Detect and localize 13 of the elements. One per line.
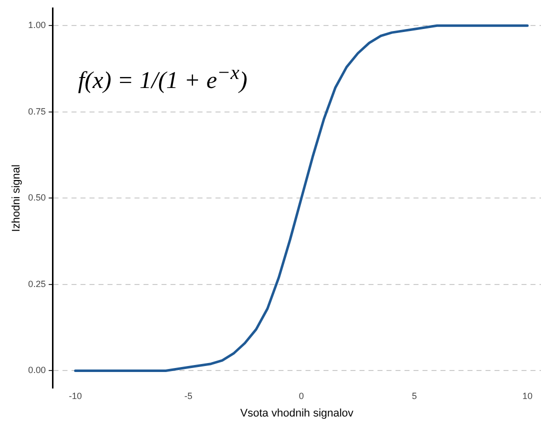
x-tick-label: 0 — [298, 390, 304, 401]
annotation: f(x) = 1/(1 + e$^{−x}$) — [78, 62, 248, 95]
y-tick-label: 0.00 — [28, 365, 46, 376]
y-tick-label: 0.75 — [28, 106, 46, 116]
x-tick-label: 10 — [522, 390, 532, 401]
y-tick-label: 0.25 — [28, 278, 46, 289]
y-tick-label: 1.00 — [28, 20, 46, 30]
x-tick-label: 5 — [412, 390, 417, 401]
x-tick-label: -10 — [68, 390, 82, 401]
x-tick-label: -5 — [184, 390, 192, 401]
x-axis-title: Vsota vhodnih signalov — [240, 407, 354, 420]
y-tick-label: 0.50 — [28, 192, 46, 203]
y-axis-title: Izhodni signal — [10, 164, 23, 232]
